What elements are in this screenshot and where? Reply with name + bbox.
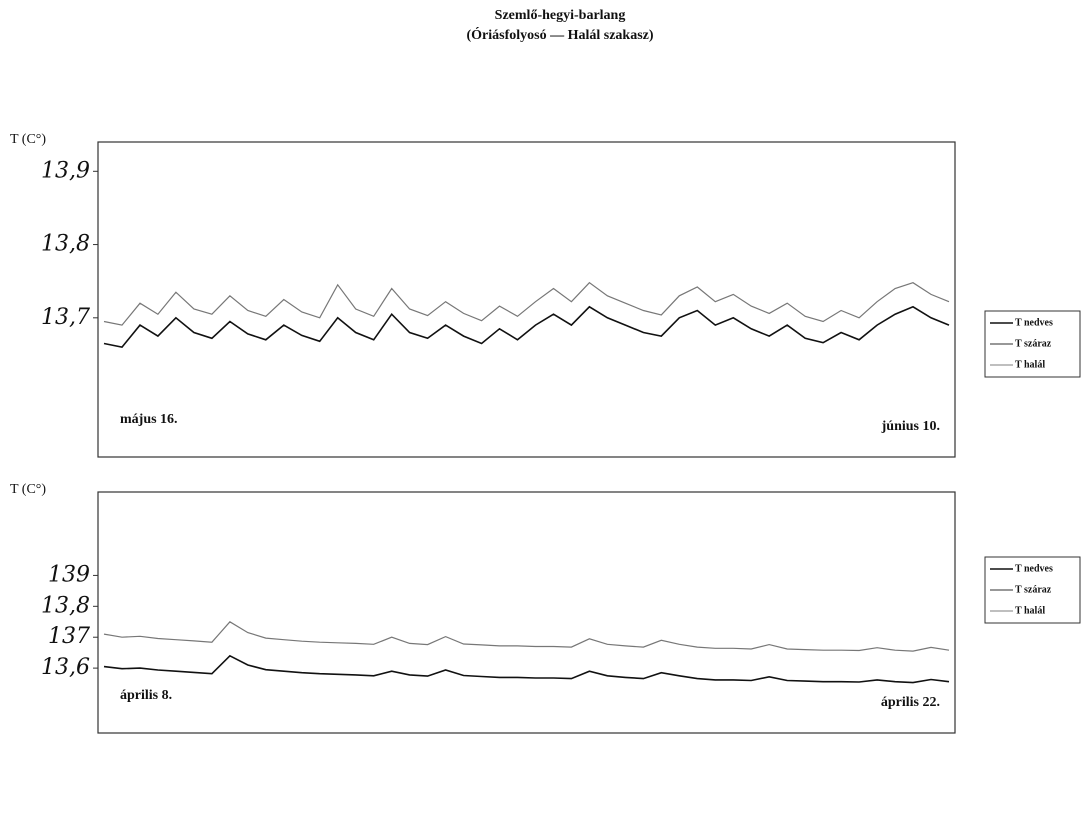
legend-label: T száraz bbox=[1015, 584, 1052, 595]
y-axis-label: T (C°) bbox=[10, 132, 46, 147]
annotation: április 22. bbox=[881, 695, 940, 710]
plot-frame bbox=[97, 491, 956, 734]
title: Szemlő-hegyi-barlang bbox=[495, 8, 626, 23]
annotation: április 8. bbox=[120, 688, 172, 703]
legend-label: T halál bbox=[1015, 359, 1045, 370]
series-line bbox=[103, 654, 950, 684]
y-tick-label: 137 bbox=[48, 624, 90, 649]
annotation: május 16. bbox=[120, 412, 178, 427]
subtitle: (Óriásfolyosó — Halál szakasz) bbox=[466, 26, 653, 43]
y-tick-label: 13,6 bbox=[41, 655, 90, 680]
legend-label: T nedves bbox=[1015, 317, 1053, 328]
y-tick-label: 139 bbox=[48, 562, 90, 587]
legend-label: T halál bbox=[1015, 605, 1045, 616]
y-tick-label: 13,7 bbox=[41, 305, 90, 330]
legend-label: T száraz bbox=[1015, 338, 1052, 349]
series-line bbox=[103, 621, 950, 652]
y-tick-label: 13,9 bbox=[41, 158, 90, 183]
legend-label: T nedves bbox=[1015, 563, 1053, 574]
y-tick-label: 13,8 bbox=[41, 232, 90, 257]
y-axis-label: T (C°) bbox=[10, 482, 46, 497]
annotation: június 10. bbox=[881, 419, 940, 434]
series-line bbox=[103, 281, 950, 326]
y-tick-label: 13,8 bbox=[41, 593, 90, 618]
plot-frame bbox=[97, 141, 956, 458]
series-line bbox=[103, 305, 950, 348]
